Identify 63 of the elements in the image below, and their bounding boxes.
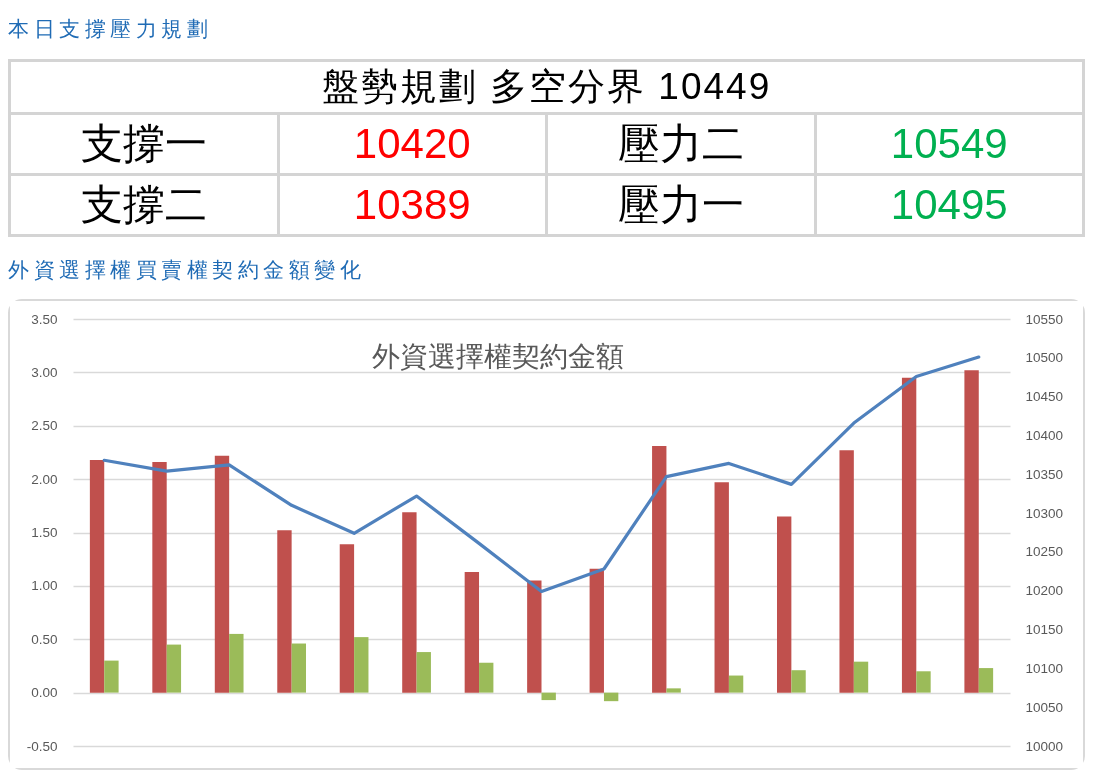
y2-tick-label: 10050 (1025, 699, 1064, 715)
text: 支撐二 (9, 174, 278, 236)
y2-tick-label: 10000 (1025, 738, 1064, 754)
bar (853, 661, 869, 693)
bar (277, 530, 292, 693)
y2-tick-label: 10250 (1025, 544, 1064, 560)
bar (527, 580, 542, 693)
bar (402, 512, 417, 693)
bar (416, 652, 431, 693)
bar (354, 637, 369, 693)
bar (964, 370, 979, 693)
y-tick-label: 3.50 (31, 311, 58, 327)
y2-tick-label: 10550 (1025, 311, 1064, 327)
y2-tick-label: 10100 (1025, 660, 1064, 676)
bar (229, 633, 244, 693)
bar (916, 671, 931, 693)
bar (104, 660, 119, 693)
bar (89, 459, 105, 693)
bar (652, 446, 667, 693)
y-tick-label: 2.00 (31, 471, 58, 487)
y-tick-label: 3.00 (31, 364, 58, 380)
bar (541, 692, 556, 701)
y2-tick-label: 10400 (1025, 427, 1064, 443)
text: 壓力一 (546, 174, 815, 236)
y-tick-label: -0.50 (26, 738, 58, 754)
text: 支撐一 (9, 113, 278, 175)
bar (479, 662, 494, 693)
text: 10549 (815, 113, 1084, 175)
bar (464, 572, 480, 693)
bar (901, 377, 917, 693)
bar (839, 450, 854, 693)
bar (791, 670, 806, 693)
bar (152, 462, 167, 693)
text: 壓力二 (546, 113, 815, 175)
y2-tick-label: 10500 (1025, 350, 1064, 366)
y2-tick-label: 10350 (1025, 466, 1064, 482)
text: 盤勢規劃 多空分界 10449 (9, 60, 1084, 114)
bar (166, 644, 182, 693)
bar (978, 668, 994, 693)
text: 10420 (278, 113, 547, 175)
bar (589, 568, 604, 693)
y-tick-label: 1.50 (31, 525, 58, 540)
chart-title: 外資選擇權買賣權契約金額變化 (8, 257, 366, 282)
bar (214, 455, 230, 693)
bar (777, 516, 792, 693)
y-tick-label: 1.00 (31, 578, 58, 594)
text: 本日支撐壓力規劃 (8, 16, 213, 41)
y-tick-label: 0.50 (31, 631, 58, 647)
y2-tick-label: 10300 (1025, 505, 1064, 521)
text: 10495 (815, 174, 1084, 236)
bar (714, 482, 729, 693)
text: 外資選擇權契約金額 (371, 341, 624, 372)
y2-tick-label: 10450 (1025, 389, 1064, 405)
y-tick-label: 0.00 (31, 685, 58, 701)
bar (728, 675, 744, 693)
bar (666, 688, 681, 693)
y-tick-label: 2.50 (31, 418, 58, 434)
y2-tick-label: 10150 (1025, 622, 1064, 638)
text: 10389 (278, 174, 547, 236)
y2-tick-label: 10200 (1025, 583, 1064, 599)
bar (291, 643, 306, 693)
bar (603, 692, 619, 702)
bar (339, 544, 355, 693)
